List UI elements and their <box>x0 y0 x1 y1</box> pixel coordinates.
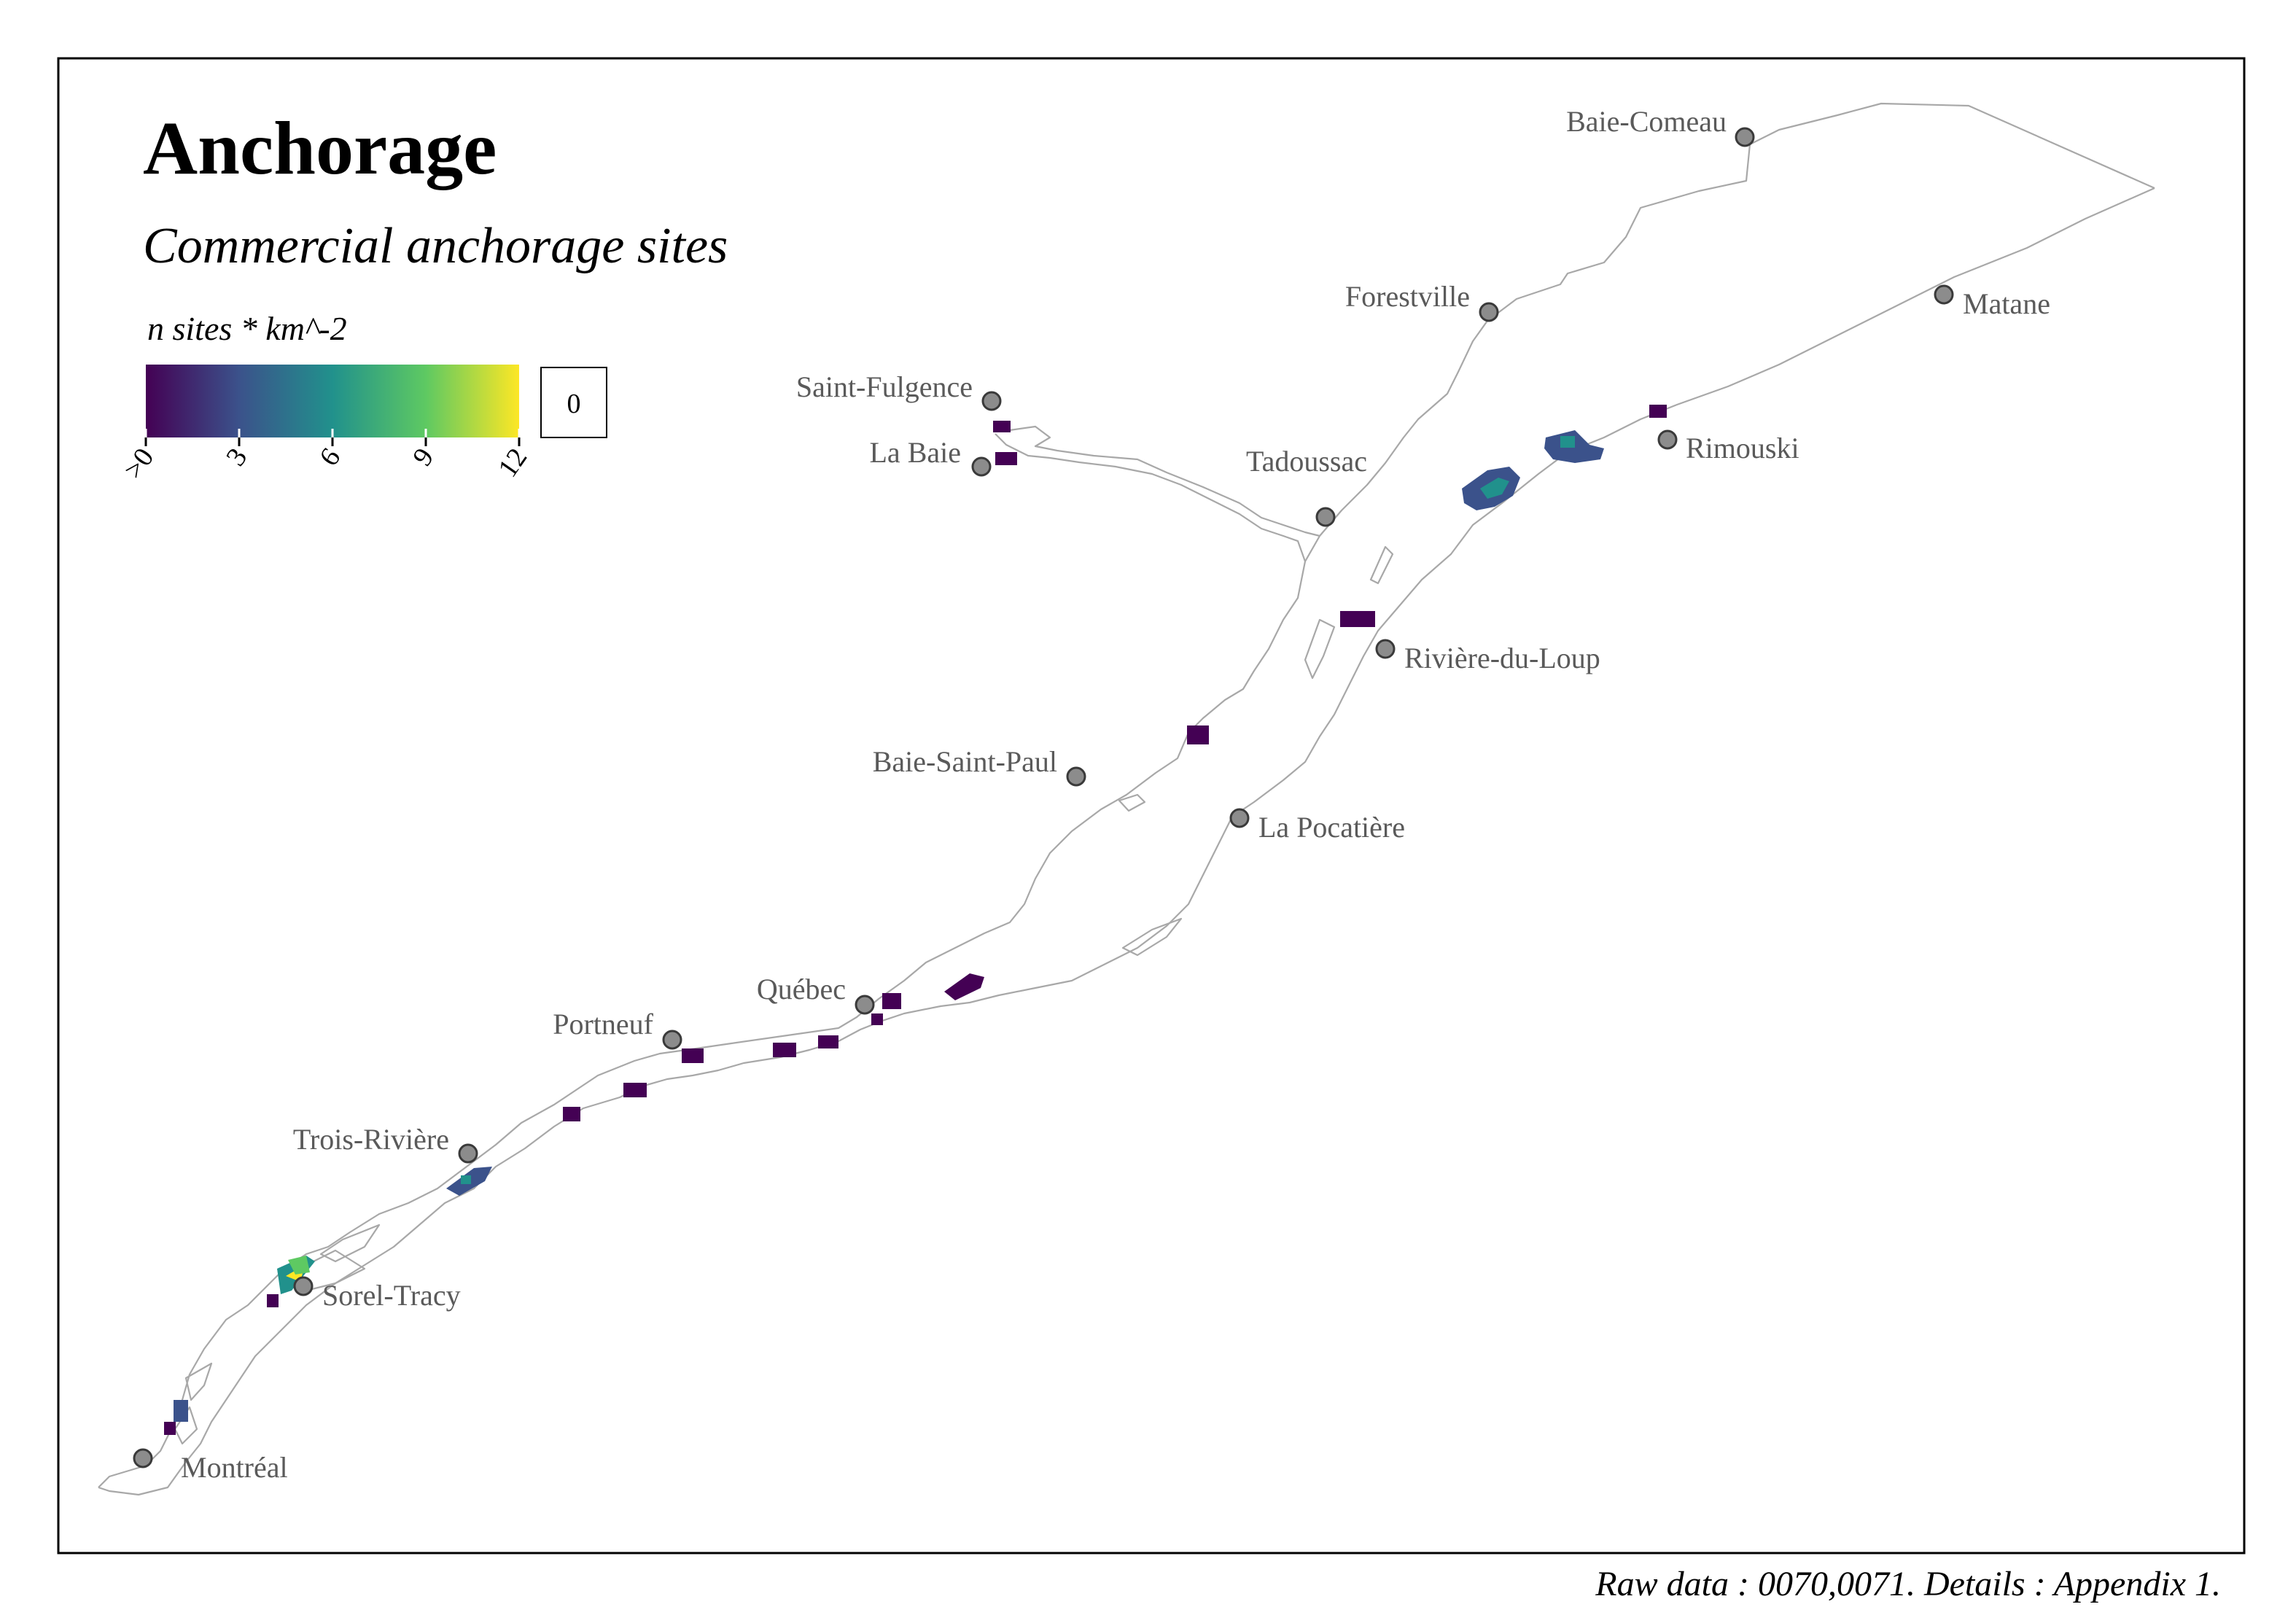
city-label: Rivière-du-Loup <box>1404 642 1600 674</box>
anchorage-cell <box>288 1256 310 1275</box>
city-label: Québec <box>757 973 846 1005</box>
anchorage-cell <box>882 993 901 1009</box>
city-marker <box>1479 302 1499 322</box>
city-label: Baie-Saint-Paul <box>873 745 1057 778</box>
legend: n sites * km^-2 >0 3 6 9 12 0 <box>118 310 607 484</box>
city-saint-fulgence: Saint-Fulgence <box>796 370 1002 411</box>
anchorage-cell <box>995 452 1017 465</box>
legend-tick-label: 6 <box>314 443 346 472</box>
city-baie-saint-paul: Baie-Saint-Paul <box>873 745 1086 787</box>
city-baie-comeau: Baie-Comeau <box>1566 105 1755 147</box>
city-label: Sorel-Tracy <box>322 1279 461 1312</box>
anchorage-cell <box>623 1083 647 1097</box>
city-marker <box>133 1448 153 1468</box>
city-marker <box>458 1143 478 1164</box>
city-marker <box>662 1030 682 1050</box>
city-sorel-tracy: Sorel-Tracy <box>293 1276 461 1312</box>
anchorage-cells <box>164 405 1667 1435</box>
anchorage-cell <box>461 1175 471 1184</box>
city-portneuf: Portneuf <box>553 1008 682 1050</box>
city-montreal: Montréal <box>133 1448 288 1484</box>
city-label: La Baie <box>870 436 962 469</box>
city-marker <box>971 456 992 477</box>
city-marker <box>1657 429 1678 450</box>
anchorage-cell <box>1649 405 1667 418</box>
city-marker <box>855 995 875 1015</box>
city-marker <box>1375 639 1396 659</box>
city-markers: Baie-Comeau Forestville Matane Saint-Ful… <box>133 105 2050 1484</box>
anchorage-cell <box>174 1400 188 1422</box>
legend-colorbar <box>146 365 519 437</box>
legend-na-box <box>540 367 607 438</box>
legend-tick-label: 3 <box>220 443 253 472</box>
city-marker <box>1934 284 1954 305</box>
anchorage-cell <box>818 1035 838 1048</box>
city-tadoussac: Tadoussac <box>1246 445 1367 527</box>
city-marker <box>1229 808 1250 828</box>
city-label: Montréal <box>181 1451 288 1484</box>
anchorage-cell <box>682 1048 704 1063</box>
anchorage-cell <box>1187 725 1209 744</box>
city-label: Rimouski <box>1686 432 1799 464</box>
city-label: Baie-Comeau <box>1566 105 1727 138</box>
city-label: Forestville <box>1345 280 1470 313</box>
data-source-caption: Raw data : 0070,0071. Details : Appendix… <box>1595 1565 2221 1603</box>
city-label: Portneuf <box>553 1008 653 1040</box>
map-frame <box>57 57 2246 1555</box>
anchorage-cell <box>563 1107 580 1121</box>
anchorage-cell <box>1340 611 1375 627</box>
city-forestville: Forestville <box>1345 280 1499 322</box>
city-marker <box>1315 507 1336 527</box>
anchorage-cell <box>267 1294 279 1307</box>
city-marker <box>293 1276 314 1296</box>
anchorage-cell <box>944 973 984 1000</box>
city-marker <box>1735 127 1755 147</box>
city-label: Saint-Fulgence <box>796 370 973 403</box>
city-label: Matane <box>1963 287 2050 320</box>
map-subtitle: Commercial anchorage sites <box>143 218 728 274</box>
anchorage-cell <box>164 1422 176 1435</box>
city-trois-riviere: Trois-Rivière <box>293 1123 478 1164</box>
map-title: Anchorage <box>143 106 497 190</box>
city-rimouski: Rimouski <box>1657 429 1799 464</box>
anchorage-cell <box>773 1043 796 1057</box>
legend-tick-label: 9 <box>407 443 440 472</box>
legend-tick-label: 12 <box>492 443 533 483</box>
city-la-baie: La Baie <box>870 436 992 477</box>
city-marker <box>981 391 1002 411</box>
city-riviere-du-loup: Rivière-du-Loup <box>1375 639 1600 674</box>
legend-na-label: 0 <box>567 389 581 419</box>
city-quebec: Québec <box>757 973 875 1015</box>
city-label: Trois-Rivière <box>293 1123 449 1156</box>
city-la-pocatiere: La Pocatière <box>1229 808 1405 844</box>
legend-title: n sites * km^-2 <box>147 310 347 347</box>
city-matane: Matane <box>1934 284 2050 320</box>
legend-tick-label: >0 <box>118 443 160 484</box>
anchorage-cell <box>993 421 1011 432</box>
anchorage-cell <box>871 1013 883 1025</box>
city-label: La Pocatière <box>1258 811 1405 844</box>
city-marker <box>1066 766 1086 787</box>
city-label: Tadoussac <box>1246 445 1367 478</box>
anchorage-cell <box>1560 436 1575 448</box>
anchorage-cell <box>1480 478 1509 499</box>
